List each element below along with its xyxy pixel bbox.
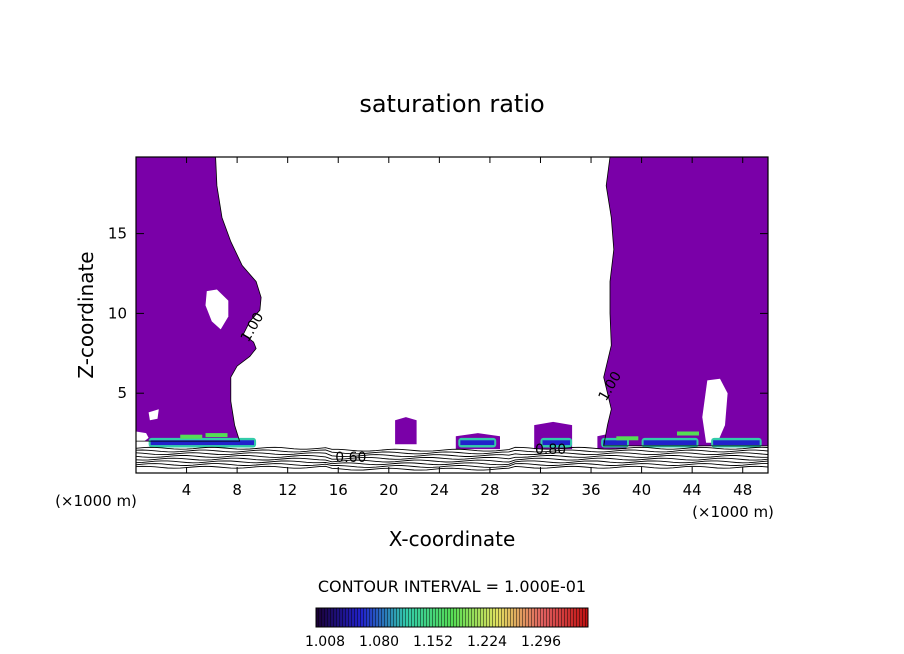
moist-band-core (713, 440, 760, 446)
right-plume-hole (702, 378, 728, 443)
contour-lines (135, 156, 769, 471)
moist-spot (205, 433, 228, 438)
contour-line (135, 454, 768, 460)
colorbar-tick-label: 1.224 (467, 634, 507, 650)
x-tick-label: 8 (232, 481, 242, 499)
x-tick-label: 20 (379, 481, 398, 499)
moist-band-core (603, 440, 627, 446)
colorbar-tick-label: 1.080 (359, 634, 399, 650)
moist-spot (616, 436, 639, 441)
x-tick-label: 28 (480, 481, 499, 499)
moist-band-core (542, 440, 571, 446)
x-axis-ticks: 4 8 12 16 20 24 28 32 36 40 44 48 (182, 157, 752, 499)
colorbar-frame (315, 607, 589, 628)
plot-frame (135, 156, 769, 474)
supersaturation-regions (136, 157, 768, 450)
left-plume-hole-small (148, 409, 159, 421)
colorbar-stripes (316, 608, 588, 627)
contour-line (135, 457, 769, 463)
y-tick-label: 5 (117, 384, 127, 402)
y-tick-label: 10 (108, 304, 127, 322)
saturated-cell (395, 417, 417, 445)
x-tick-label: 44 (683, 481, 702, 499)
left-plume (136, 157, 262, 442)
x-tick-label: 16 (329, 481, 348, 499)
y-axis-ticks: 5 10 15 (108, 225, 768, 402)
moist-spot (180, 434, 203, 439)
moist-band-core (150, 440, 255, 446)
contour-line (135, 446, 769, 452)
contour-line (135, 465, 769, 471)
x-axis-label: X-coordinate (389, 527, 516, 551)
colorbar-tick-labels: 1.008 1.080 1.152 1.224 1.296 (305, 634, 561, 650)
moist-band-core (460, 440, 495, 446)
moist-band-core (643, 440, 697, 446)
chart-title: saturation ratio (359, 90, 544, 118)
contour-line (135, 452, 769, 458)
y-axis-label: Z-coordinate (74, 251, 98, 378)
left-edge-gap (136, 431, 149, 443)
contour-line (135, 449, 769, 455)
left-plume-hole (205, 289, 229, 330)
x-unit-label-left: (×1000 m) (55, 492, 137, 510)
x-tick-label: 32 (531, 481, 550, 499)
colorbar-tick-label: 1.008 (305, 634, 345, 650)
contour-line (135, 463, 768, 468)
x-tick-label: 12 (278, 481, 297, 499)
contour-label: 0.60 (335, 450, 366, 466)
contour-1.00-left (135, 156, 262, 442)
x-tick-label: 36 (581, 481, 600, 499)
plot-area: 1.001.000.60 0.80 4 8 12 16 20 24 28 32 36 40 44 48 … (108, 156, 769, 499)
x-tick-label: 4 (182, 481, 192, 499)
x-tick-label: 40 (632, 481, 651, 499)
colorbar-tick-label: 1.296 (521, 634, 561, 650)
colorbar: 1.008 1.080 1.152 1.224 1.296 (305, 607, 589, 650)
moist-spot (676, 431, 699, 436)
right-plume (603, 157, 768, 446)
contour-line (135, 460, 769, 466)
contour-1.00-right (603, 156, 769, 447)
y-tick-label: 15 (108, 225, 127, 243)
x-tick-label: 24 (430, 481, 449, 499)
colorbar-tick-label: 1.152 (413, 634, 453, 650)
x-tick-label: 48 (733, 481, 752, 499)
contour-label: 0.80 (535, 442, 566, 458)
x-unit-label-right: (×1000 m) (692, 503, 774, 521)
contour-interval-text: CONTOUR INTERVAL = 1.000E-01 (318, 577, 586, 596)
